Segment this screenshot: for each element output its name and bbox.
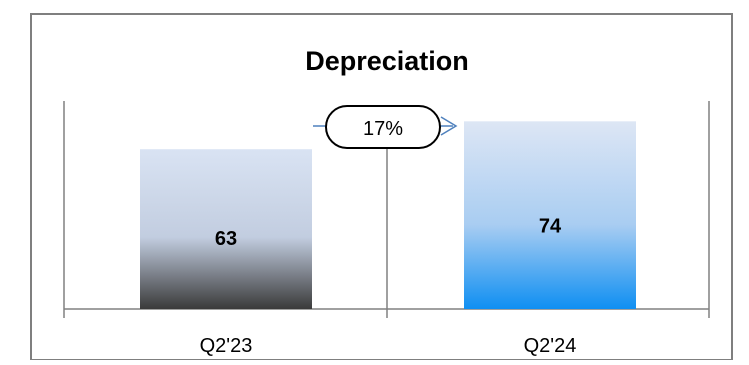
bar-0 (140, 149, 312, 309)
change-percent-label: 17% (363, 118, 403, 140)
bar-1 (464, 121, 636, 310)
chart-title: Depreciation (305, 46, 469, 76)
bar-value-label-0: 63 (215, 228, 237, 250)
bar-value-label-1: 74 (539, 216, 562, 238)
category-label-0: Q2'23 (200, 335, 253, 357)
change-callout (325, 105, 441, 149)
category-label-1: Q2'24 (524, 335, 577, 357)
change-arrow-head-icon (440, 116, 458, 136)
